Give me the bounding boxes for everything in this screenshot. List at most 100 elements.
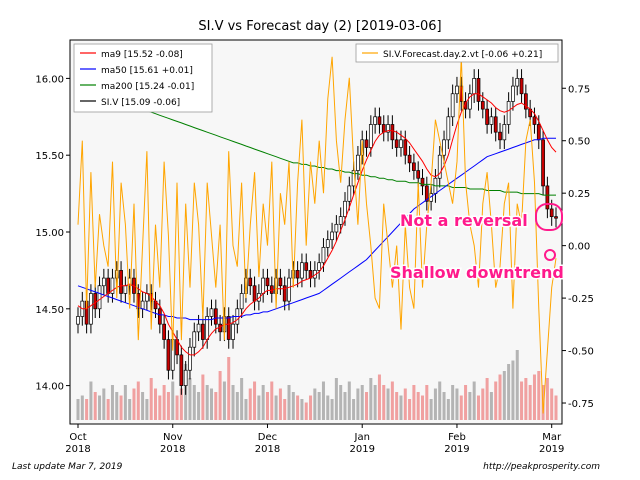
candle-body	[213, 308, 218, 325]
volume-bar	[408, 399, 412, 420]
volume-bar	[317, 392, 321, 420]
legend-left-label: SI.V [15.09 -0.06]	[101, 98, 180, 108]
volume-bar	[123, 385, 127, 420]
volume-bar	[442, 392, 446, 420]
candle-body	[506, 101, 511, 125]
candle-body	[511, 85, 515, 102]
volume-bar	[520, 381, 524, 420]
volume-bar	[356, 388, 360, 420]
candle-body	[541, 139, 545, 187]
candle-body	[394, 139, 399, 148]
volume-bar	[321, 381, 325, 420]
candle-body	[282, 285, 287, 302]
candle-body	[468, 93, 472, 110]
y-right-tick-label: -0.75	[568, 399, 594, 410]
candle-body	[123, 285, 128, 294]
volume-bar	[179, 388, 183, 420]
y-right-tick-label: -0.25	[568, 294, 594, 305]
candle-body	[201, 323, 205, 340]
candle-body	[239, 293, 244, 310]
volume-bar	[352, 399, 356, 420]
volume-bar	[93, 392, 97, 420]
volume-bar	[154, 388, 158, 420]
y-left-tick-label: 14.00	[35, 382, 64, 393]
candle-body	[523, 93, 528, 110]
x-tick-year: 2019	[349, 444, 374, 455]
volume-bar	[278, 388, 282, 420]
candle-body	[472, 78, 477, 95]
volume-bar	[158, 395, 162, 420]
volume-bar	[373, 385, 377, 420]
candle-body	[278, 277, 283, 287]
volume-bar	[102, 388, 106, 420]
x-tick-label: Dec	[258, 432, 277, 443]
candle-body	[446, 116, 451, 141]
volume-bar	[554, 395, 558, 420]
candle-body	[485, 108, 489, 125]
y-right-tick-label: 0.00	[568, 242, 590, 253]
volume-bar	[464, 385, 468, 420]
footer-url[interactable]: http://peakprosperity.com	[483, 462, 600, 472]
ma50-line	[77, 137, 556, 321]
footer-last-update: Last update Mar 7, 2019	[12, 462, 123, 472]
candle-body	[110, 277, 115, 294]
candle-body	[192, 331, 197, 348]
candle-body	[424, 185, 429, 202]
volume-bar	[300, 399, 304, 420]
volume-bar	[545, 378, 549, 420]
candle-body	[321, 247, 326, 264]
candle-body	[325, 239, 330, 248]
candle-body	[515, 78, 520, 87]
volume-bar	[115, 392, 119, 420]
volume-bar	[227, 357, 231, 420]
candle-body	[179, 354, 184, 386]
chart-title: SI.V vs Forecast day (2) [2019-03-06]	[198, 19, 441, 34]
volume-bar	[132, 388, 136, 420]
candle-body	[248, 277, 253, 287]
volume-bar	[209, 388, 214, 420]
candle-body	[257, 293, 261, 302]
volume-bar	[403, 388, 407, 420]
candle-body	[97, 285, 102, 310]
volume-bar	[110, 385, 114, 420]
y-left-tick-label: 15.50	[35, 151, 64, 162]
forecast-line	[77, 56, 557, 414]
volume-bar	[390, 381, 394, 420]
candle-body	[231, 323, 235, 340]
volume-bar	[201, 374, 205, 420]
volume-bar	[309, 395, 313, 420]
candle-body	[420, 177, 425, 187]
candle-body	[304, 262, 309, 271]
y-right-tick-label: -0.50	[568, 347, 594, 358]
volume-bar	[537, 371, 541, 420]
volume-bar	[85, 399, 89, 420]
x-tick-label: Oct	[69, 432, 86, 443]
volume-bar	[141, 392, 145, 420]
candle-body	[356, 154, 360, 171]
volume-bar	[235, 392, 239, 420]
y-left-tick-label: 16.00	[35, 74, 64, 85]
volume-bar	[446, 399, 450, 420]
candle-body	[476, 78, 481, 102]
volume-bar	[313, 388, 317, 420]
volume-bar	[231, 385, 235, 420]
volume-bar	[524, 378, 528, 420]
candle-body	[261, 277, 266, 294]
legend-right-label: SI.V.Forecast.day.2.vt [-0.06 +0.21]	[383, 50, 542, 60]
volume-bar	[528, 385, 532, 420]
volume-bar	[253, 381, 257, 420]
candle-body	[502, 124, 507, 141]
candle-body	[114, 270, 119, 279]
volume-bar	[326, 395, 330, 420]
volume-bar	[395, 392, 399, 420]
candle-body	[480, 101, 485, 110]
volume-bar	[149, 378, 153, 420]
volume-bar	[334, 378, 338, 420]
candle-body	[536, 124, 541, 141]
volume-bar	[89, 381, 93, 420]
volume-bar	[214, 392, 218, 420]
volume-bar	[433, 388, 437, 420]
volume-bar	[347, 381, 351, 420]
volume-bar	[145, 399, 149, 420]
